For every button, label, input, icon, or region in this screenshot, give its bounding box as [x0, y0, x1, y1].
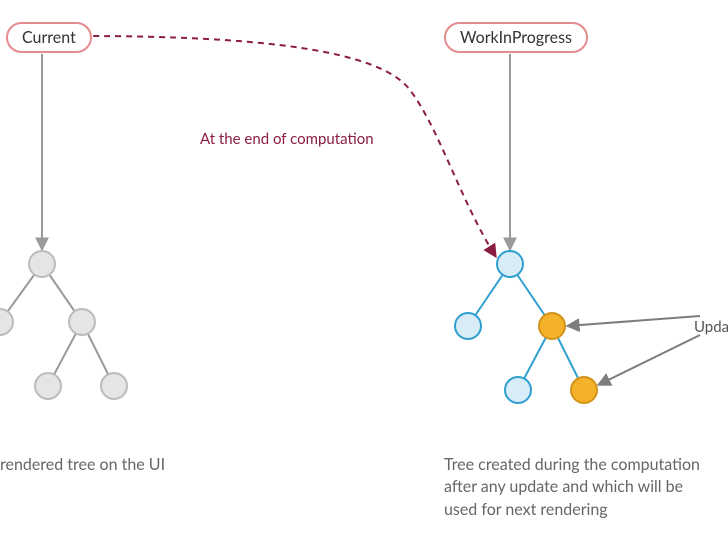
tree-edge — [48, 322, 82, 386]
transition-label: At the end of computation — [200, 130, 374, 148]
left-caption: rendered tree on the UI — [0, 454, 165, 476]
tree-node — [455, 313, 481, 339]
tree-edge — [510, 264, 552, 326]
tree-edge — [0, 264, 42, 322]
updated-label: Upda — [694, 318, 728, 336]
wip-pill: WorkInProgress — [444, 22, 588, 53]
tree-node — [29, 251, 55, 277]
tree-node — [35, 373, 61, 399]
update-pointer-arrow — [567, 316, 700, 326]
update-pointer-arrow — [598, 335, 700, 385]
tree-node — [69, 309, 95, 335]
tree-edge — [518, 326, 552, 390]
tree-node — [539, 313, 565, 339]
tree-node — [101, 373, 127, 399]
tree-edge — [468, 264, 510, 326]
right-caption: Tree created during the computation afte… — [444, 454, 716, 521]
tree-edge — [42, 264, 82, 322]
tree-node — [0, 309, 13, 335]
tree-node — [571, 377, 597, 403]
tree-edge — [552, 326, 584, 390]
tree-node — [505, 377, 531, 403]
current-pill: Current — [6, 22, 92, 53]
tree-edge — [82, 322, 114, 386]
tree-node — [497, 251, 523, 277]
